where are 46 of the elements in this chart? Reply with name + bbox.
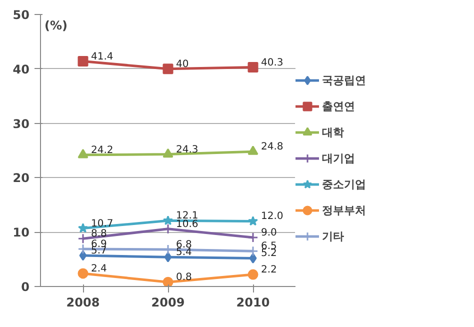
point — [162, 215, 174, 226]
point — [162, 64, 174, 74]
data-label: 40.3 — [261, 57, 284, 68]
legend-label: 대기업 — [322, 150, 355, 166]
point — [78, 148, 88, 158]
data-label: 24.2 — [91, 144, 114, 156]
legend-label: 출연연 — [322, 98, 355, 114]
point — [249, 252, 257, 264]
y-tick-label: 0 — [21, 280, 30, 294]
data-label: 5.2 — [261, 248, 277, 260]
point — [78, 56, 88, 67]
data-label: 41.4 — [91, 51, 114, 62]
x-tick-label: 2010 — [236, 296, 270, 310]
y-tick-label: 20 — [12, 171, 30, 186]
x-tick-label: 2008 — [66, 296, 100, 310]
point — [164, 252, 172, 262]
data-label: 10.6 — [176, 218, 198, 230]
point — [248, 62, 258, 73]
legend-label: 기타 — [322, 228, 344, 244]
y-tick-label: 40 — [12, 62, 30, 76]
point — [248, 216, 258, 226]
data-label: 8.8 — [91, 228, 107, 240]
y-tick-label: 50 — [12, 8, 30, 22]
x-tick-label: 2009 — [151, 296, 185, 310]
point — [78, 233, 88, 244]
data-label: 9.0 — [261, 228, 277, 239]
point — [248, 232, 258, 243]
legend-label: 중소기업 — [322, 176, 366, 192]
point — [248, 146, 258, 155]
y-tick-label: 10 — [12, 226, 30, 240]
point — [248, 269, 258, 280]
data-label: 2.2 — [261, 264, 277, 276]
y-tick-label: 30 — [12, 116, 30, 131]
data-label: 12.0 — [261, 211, 284, 222]
legend-label: 대학 — [322, 124, 344, 140]
y-axis-title: (%) — [44, 18, 68, 32]
data-label: 24.8 — [261, 142, 284, 153]
point — [78, 268, 88, 279]
legend-label: 국공립연 — [322, 72, 366, 88]
data-label: 2.4 — [91, 263, 107, 274]
point — [162, 276, 174, 286]
point — [78, 223, 88, 233]
point — [162, 224, 174, 234]
data-label: 40 — [176, 58, 189, 70]
point — [162, 148, 174, 158]
legend-label: 정부부처 — [322, 202, 366, 218]
